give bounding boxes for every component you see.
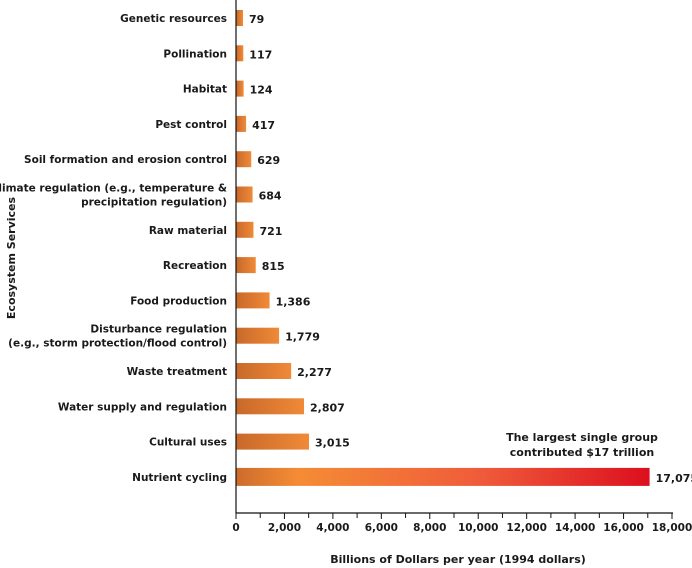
data-label: 124 [250, 84, 273, 97]
category-label: Food production [130, 295, 227, 307]
data-label: 3,015 [315, 437, 350, 450]
bar [236, 327, 280, 344]
x-axis-label: Billions of Dollars per year (1994 dolla… [330, 553, 586, 566]
category-label: Recreation [163, 260, 227, 272]
category-label: (e.g., storm protection/flood control) [8, 338, 227, 350]
category-label: Pest control [155, 119, 227, 131]
x-tick-label: 10,000 [458, 522, 499, 534]
bar [236, 151, 252, 168]
bar [236, 257, 256, 274]
x-tick-label: 12,000 [506, 522, 547, 534]
data-label: 17,075 [656, 472, 692, 485]
data-label: 2,807 [310, 401, 345, 414]
category-label: Pollination [163, 48, 227, 60]
category-label: Raw material [149, 225, 227, 237]
bar [236, 186, 253, 203]
x-tick-label: 2,000 [268, 522, 301, 534]
bar [236, 467, 650, 486]
category-label: Climate regulation (e.g., temperature & [0, 183, 227, 195]
category-label: Nutrient cycling [132, 472, 227, 484]
x-tick-label: 18,000 [652, 522, 692, 534]
bar [236, 45, 244, 62]
category-label: Water supply and regulation [58, 401, 227, 413]
category-label: Disturbance regulation [90, 324, 227, 336]
data-label: 721 [259, 225, 282, 238]
category-label: precipitation regulation) [81, 197, 227, 209]
bar [236, 292, 270, 309]
x-tick-label: 0 [232, 522, 239, 534]
x-tick-label: 14,000 [555, 522, 596, 534]
category-label: Cultural uses [149, 437, 227, 449]
annotation-line-1: The largest single group [506, 431, 658, 444]
x-tick-label: 8,000 [413, 522, 446, 534]
data-label: 79 [249, 13, 264, 26]
data-label: 629 [257, 154, 280, 167]
data-label: 117 [249, 48, 272, 61]
bar [236, 363, 292, 379]
category-label: Soil formation and erosion control [24, 154, 227, 166]
bar [236, 221, 254, 238]
category-label: Genetic resources [120, 13, 227, 25]
y-axis-label: Ecosystem Services [5, 196, 18, 319]
bar [236, 398, 304, 415]
data-label: 2,277 [297, 366, 332, 379]
data-label: 1,779 [285, 331, 320, 344]
bar [236, 433, 310, 450]
data-label: 815 [262, 260, 285, 273]
x-tick-label: 6,000 [365, 522, 398, 534]
x-tick-label: 4,000 [316, 522, 349, 534]
x-tick-label: 16,000 [603, 522, 644, 534]
bar [236, 10, 243, 26]
bar [236, 115, 247, 132]
category-label: Habitat [183, 84, 227, 96]
annotation-line-2: contributed $17 trillion [510, 446, 654, 459]
data-label: 417 [252, 119, 275, 132]
data-label: 684 [259, 190, 282, 203]
bar [236, 80, 244, 97]
data-label: 1,386 [276, 295, 311, 308]
category-label: Waste treatment [127, 366, 227, 378]
